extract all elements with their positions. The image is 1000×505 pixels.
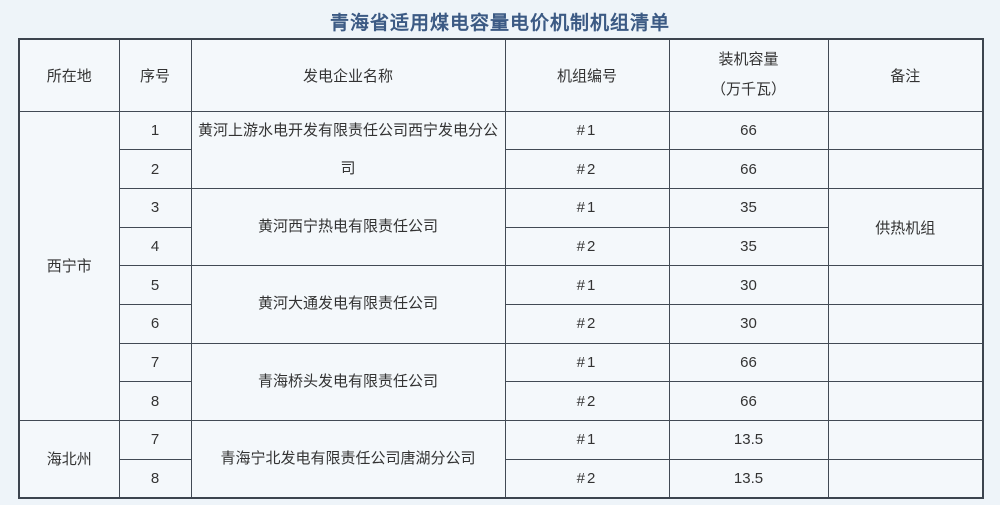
cell-company: 黄河西宁热电有限责任公司 bbox=[190, 187, 506, 267]
cell-seq: 6 bbox=[118, 303, 192, 344]
cell-seq: 7 bbox=[118, 420, 192, 460]
cell-capacity: 66 bbox=[668, 110, 829, 151]
header-note: 备注 bbox=[827, 38, 984, 112]
cell-capacity: 66 bbox=[668, 149, 829, 189]
cell-seq: 7 bbox=[118, 342, 192, 383]
cell-capacity: 30 bbox=[668, 303, 829, 344]
cell-unit: #1 bbox=[504, 265, 670, 305]
cell-unit: #2 bbox=[504, 303, 670, 344]
cell-note bbox=[827, 381, 984, 421]
cell-note bbox=[827, 110, 984, 151]
header-unit: 机组编号 bbox=[504, 38, 670, 112]
cell-seq: 8 bbox=[118, 381, 192, 421]
cell-note bbox=[827, 420, 984, 460]
cell-unit: #2 bbox=[504, 149, 670, 189]
header-location: 所在地 bbox=[18, 38, 120, 112]
table-row: 4 #2 35 bbox=[19, 226, 983, 267]
cell-location-haibei: 海北州 bbox=[18, 419, 120, 499]
header-capacity: 装机容量 （万千瓦） bbox=[668, 38, 829, 112]
cell-company: 黄河上游水电开发有限责任公司西宁发电分公司 bbox=[190, 110, 506, 189]
cell-capacity: 30 bbox=[668, 265, 829, 305]
cell-note bbox=[827, 149, 984, 189]
header-seq: 序号 bbox=[118, 38, 192, 112]
cell-company: 黄河大通发电有限责任公司 bbox=[190, 265, 506, 344]
cell-seq: 5 bbox=[118, 265, 192, 305]
table-header-row: 所在地 序号 发电企业名称 机组编号 装机容量 （万千瓦） 备注 bbox=[18, 38, 984, 112]
cell-unit: #1 bbox=[504, 342, 670, 383]
header-capacity-line2: （万千瓦） bbox=[710, 81, 786, 99]
table-row: 6 #2 30 bbox=[19, 303, 984, 344]
cell-capacity: 66 bbox=[668, 381, 829, 421]
header-capacity-line1: 装机容量 bbox=[718, 51, 779, 69]
cell-unit: #1 bbox=[504, 110, 670, 151]
cell-seq: 1 bbox=[118, 110, 192, 151]
cell-unit: #2 bbox=[504, 226, 670, 267]
table-row: 8 #2 13.5 bbox=[19, 458, 984, 499]
cell-unit: #1 bbox=[504, 420, 670, 460]
cell-note-heating: 供热机组 bbox=[827, 187, 984, 267]
table-row: 西宁市 1 黄河上游水电开发有限责任公司西宁发电分公司 #1 66 bbox=[18, 110, 984, 421]
cell-unit: #2 bbox=[504, 381, 670, 421]
cell-unit: #1 bbox=[504, 187, 670, 228]
cell-company: 青海桥头发电有限责任公司 bbox=[190, 342, 506, 422]
cell-seq: 3 bbox=[118, 187, 192, 228]
cell-capacity: 66 bbox=[668, 342, 829, 383]
cell-note bbox=[827, 458, 984, 499]
cell-note bbox=[827, 342, 984, 383]
cell-seq: 8 bbox=[118, 458, 192, 499]
cell-capacity: 13.5 bbox=[668, 420, 829, 460]
cell-note bbox=[827, 303, 984, 344]
unit-list-table: 所在地 序号 发电企业名称 机组编号 装机容量 （万千瓦） 备注 西宁市 1 黄… bbox=[18, 38, 984, 499]
header-company: 发电企业名称 bbox=[190, 38, 506, 112]
cell-unit: #2 bbox=[504, 458, 670, 499]
cell-capacity: 13.5 bbox=[668, 458, 829, 499]
table-row: 海北州 7 青海宁北发电有限责任公司唐湖分公司 #1 13.5 bbox=[18, 419, 984, 499]
table-row: 7 青海桥头发电有限责任公司 #1 66 bbox=[19, 342, 984, 422]
cell-company: 青海宁北发电有限责任公司唐湖分公司 bbox=[190, 419, 506, 499]
cell-capacity: 35 bbox=[668, 226, 829, 267]
cell-location-xining: 西宁市 bbox=[18, 110, 120, 421]
table-row: 5 黄河大通发电有限责任公司 #1 30 bbox=[19, 265, 984, 344]
cell-capacity: 35 bbox=[668, 187, 829, 228]
cell-seq: 2 bbox=[118, 149, 192, 189]
cell-note bbox=[827, 265, 984, 305]
cell-seq: 4 bbox=[118, 226, 192, 267]
page-title: 青海省适用煤电容量电价机制机组清单 bbox=[329, 13, 670, 34]
table-row: 3 黄河西宁热电有限责任公司 #1 35 供热机组 bbox=[19, 187, 984, 267]
